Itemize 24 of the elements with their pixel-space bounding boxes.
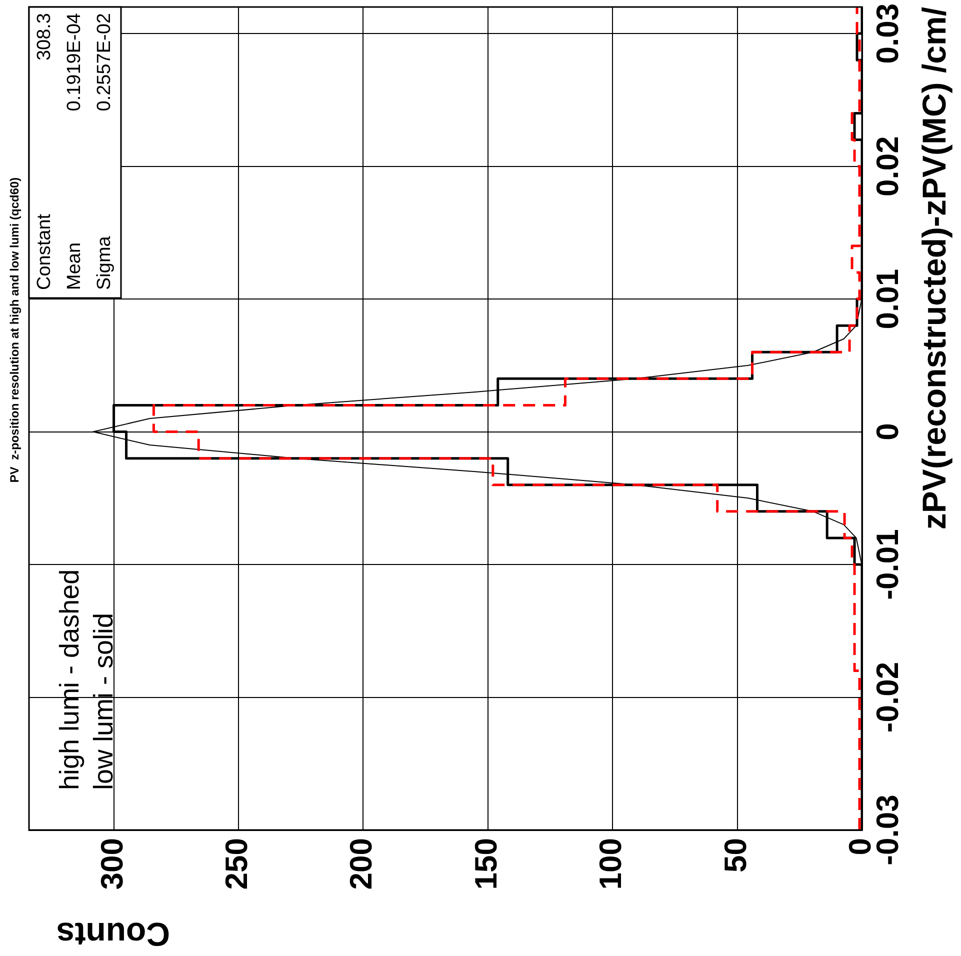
y-tick-label: 0.02 [870, 136, 906, 196]
y-tick-label: 0.01 [870, 268, 906, 330]
text: PV z-position resolution at high and low lumi (qcd60) [7, 177, 22, 483]
y-tick-label: 0.03 [870, 3, 906, 64]
x-tick-label: 200 [344, 838, 379, 890]
x-tick-label: 50 [718, 838, 753, 872]
x-axis-title: Counts [56, 916, 170, 953]
annotation: high lumi - dashed [54, 569, 84, 790]
annotation: low lumi - solid [88, 612, 118, 790]
annotation: 308.3 [34, 13, 56, 61]
annotation: Constant [34, 213, 56, 290]
y-tick-label: -0.03 [870, 794, 906, 866]
y-axis-title: zPV(reconstructed)-zPV(MC) /cm/ [916, 7, 953, 530]
annotation: 0.2557E-02 [94, 13, 116, 112]
annotation: Mean [64, 242, 86, 290]
x-tick-label: 300 [94, 838, 130, 890]
y-tick-label: -0.01 [870, 529, 906, 600]
x-tick-label: 100 [593, 838, 628, 890]
annotation: Sigma [94, 236, 116, 290]
x-tick-label: 150 [468, 838, 504, 890]
x-tick-label: 250 [219, 838, 254, 890]
y-tick-label: -0.02 [870, 662, 906, 733]
y-tick-label: 0 [870, 423, 906, 440]
annotation: 0.1919E-04 [64, 12, 86, 112]
